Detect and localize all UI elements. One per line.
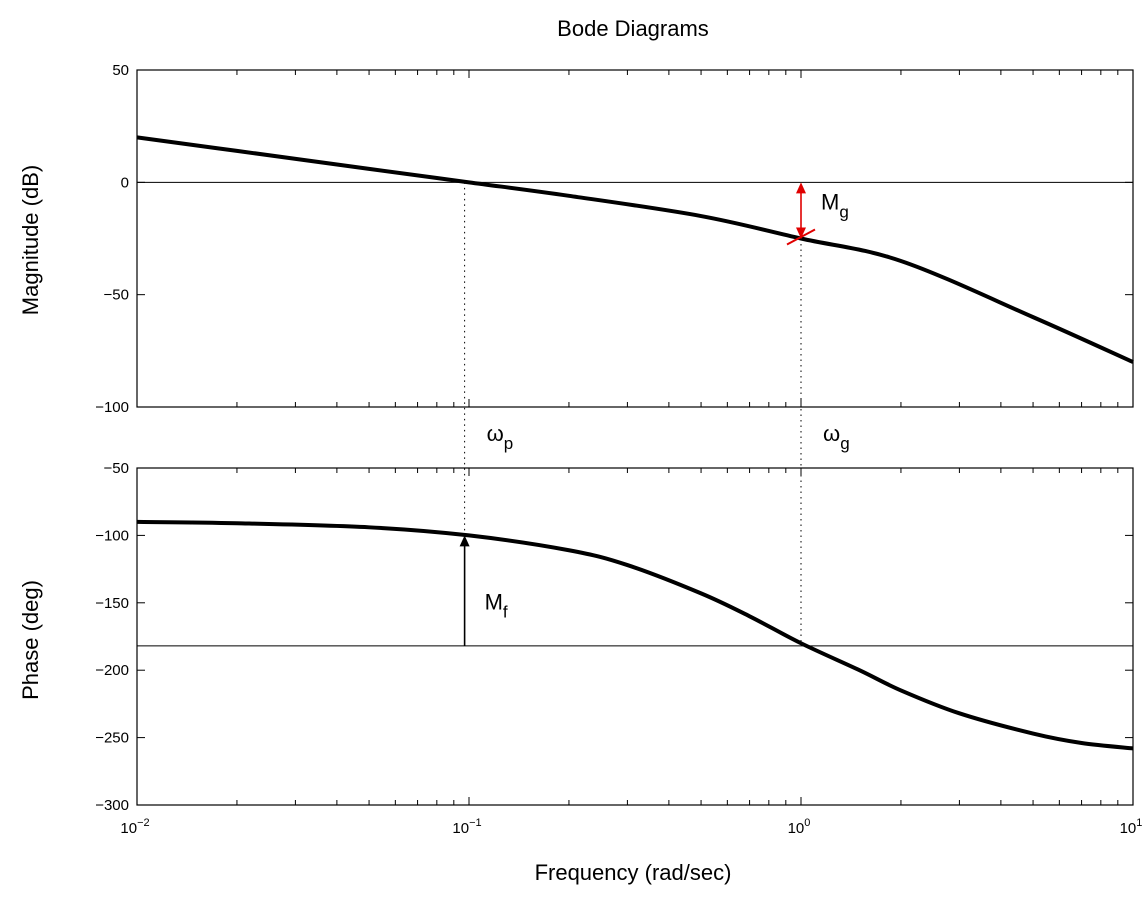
magnitude-ylabel: Magnitude (dB): [18, 165, 43, 315]
phase-margin-arrow-head: [459, 535, 470, 547]
magnitude-ytick-label: −100: [95, 399, 129, 416]
phase-ytick-label: −200: [95, 662, 129, 679]
gain-margin-lower-head: [796, 227, 806, 239]
phase-frame: [136, 467, 1134, 806]
phase-curve: [136, 519, 1134, 751]
magnitude-curve: [136, 135, 1134, 364]
phase-ytick-label: −100: [95, 527, 129, 544]
magnitude-ytick-label: −50: [104, 287, 129, 304]
x-tick-label: 100: [788, 817, 811, 837]
phase-ytick-label: −300: [95, 797, 129, 814]
phase-margin-label: Mf: [485, 590, 508, 622]
marker-label-g: ωg: [823, 421, 850, 453]
phase-ytick-label: −150: [95, 595, 129, 612]
gain-margin-arrow-head: [796, 182, 806, 194]
marker-label-p: ωp: [487, 421, 514, 453]
x-tick-label: 10−1: [452, 817, 481, 837]
phase-ytick-label: −250: [95, 730, 129, 747]
phase-ytick-label: −50: [104, 460, 129, 477]
magnitude-ytick-label: 50: [112, 62, 129, 79]
x-tick-label: 10−2: [120, 817, 149, 837]
x-tick-label: 101: [1120, 817, 1143, 837]
magnitude-frame: [136, 69, 1134, 408]
gain-margin-label: Mg: [821, 189, 849, 221]
chart-title: Bode Diagrams: [557, 16, 709, 41]
x-axis-label: Frequency (rad/sec): [535, 860, 732, 885]
magnitude-ytick-label: 0: [121, 174, 129, 191]
phase-ylabel: Phase (deg): [18, 580, 43, 700]
